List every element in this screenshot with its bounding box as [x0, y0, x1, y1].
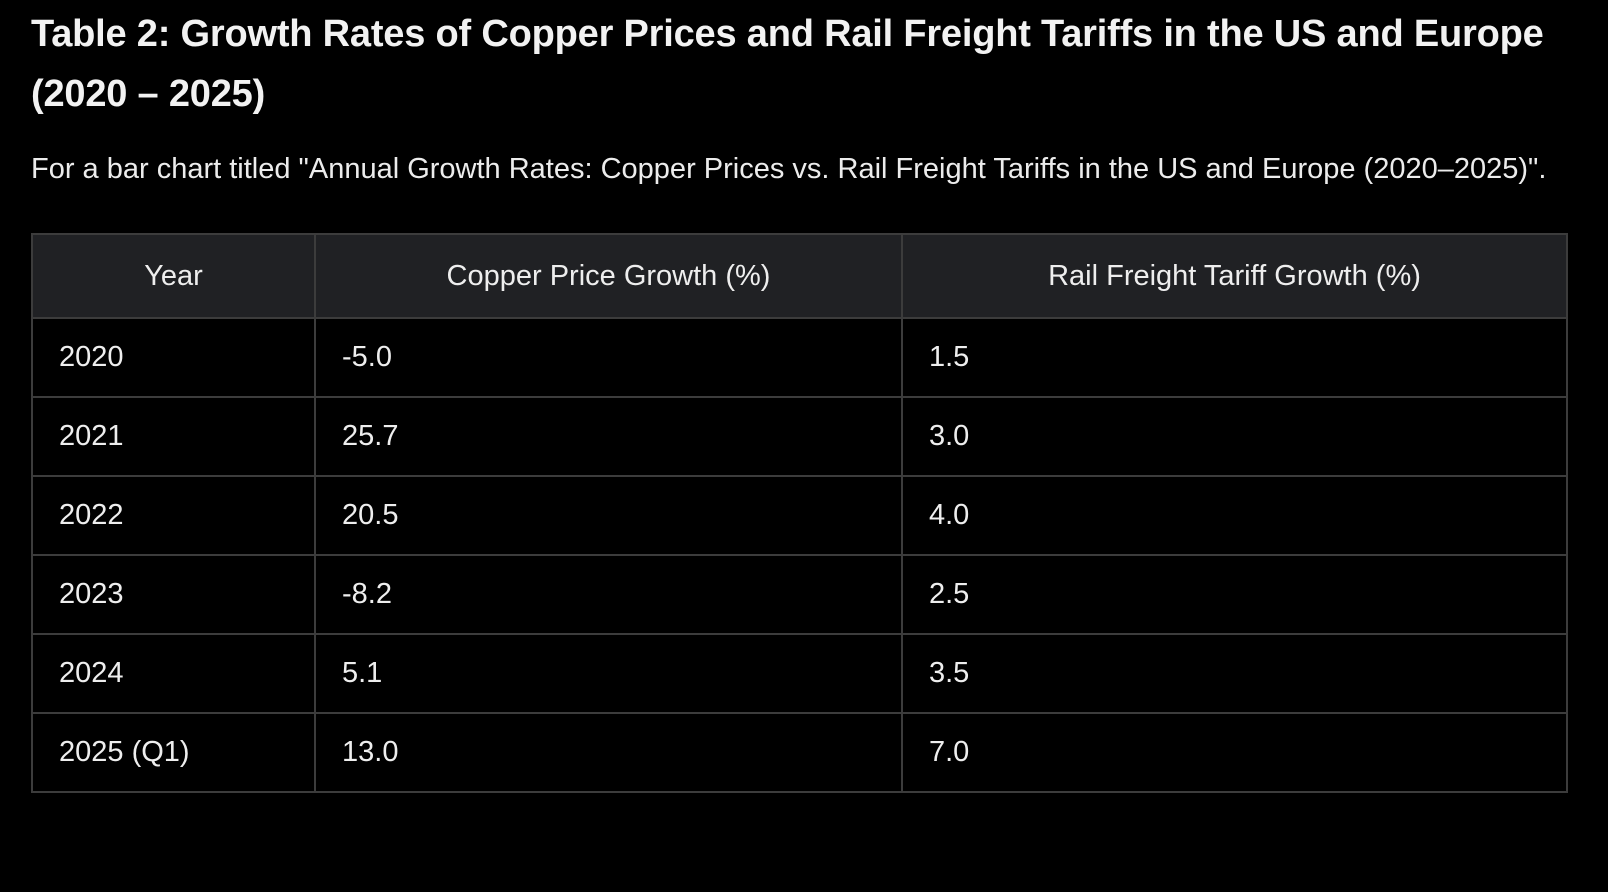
growth-rates-table: Year Copper Price Growth (%) Rail Freigh… — [31, 233, 1568, 793]
column-header-copper-growth: Copper Price Growth (%) — [314, 233, 903, 319]
cell-rail-tariff-growth: 3.0 — [901, 396, 1568, 477]
table-row: 2023 -8.2 2.5 — [31, 554, 1568, 635]
cell-year: 2020 — [31, 317, 316, 398]
cell-copper-growth: 5.1 — [314, 633, 903, 714]
cell-copper-growth: -8.2 — [314, 554, 903, 635]
table-row: 2020 -5.0 1.5 — [31, 317, 1568, 398]
table-row: 2022 20.5 4.0 — [31, 475, 1568, 556]
cell-copper-growth: 20.5 — [314, 475, 903, 556]
cell-year: 2022 — [31, 475, 316, 556]
cell-year: 2023 — [31, 554, 316, 635]
cell-year: 2021 — [31, 396, 316, 477]
cell-rail-tariff-growth: 1.5 — [901, 317, 1568, 398]
table-row: 2021 25.7 3.0 — [31, 396, 1568, 477]
table-row: 2024 5.1 3.5 — [31, 633, 1568, 714]
cell-year: 2024 — [31, 633, 316, 714]
column-header-rail-tariff-growth: Rail Freight Tariff Growth (%) — [901, 233, 1568, 319]
cell-rail-tariff-growth: 7.0 — [901, 712, 1568, 793]
data-table-container: Year Copper Price Growth (%) Rail Freigh… — [31, 233, 1568, 793]
cell-rail-tariff-growth: 3.5 — [901, 633, 1568, 714]
cell-copper-growth: 25.7 — [314, 396, 903, 477]
cell-year: 2025 (Q1) — [31, 712, 316, 793]
table-row: 2025 (Q1) 13.0 7.0 — [31, 712, 1568, 793]
cell-rail-tariff-growth: 2.5 — [901, 554, 1568, 635]
column-header-year: Year — [31, 233, 316, 319]
cell-rail-tariff-growth: 4.0 — [901, 475, 1568, 556]
page-title: Table 2: Growth Rates of Copper Prices a… — [31, 13, 1544, 115]
cell-copper-growth: -5.0 — [314, 317, 903, 398]
cell-copper-growth: 13.0 — [314, 712, 903, 793]
table-header-row: Year Copper Price Growth (%) Rail Freigh… — [31, 233, 1568, 319]
intro-paragraph: For a bar chart titled "Annual Growth Ra… — [31, 153, 1547, 185]
